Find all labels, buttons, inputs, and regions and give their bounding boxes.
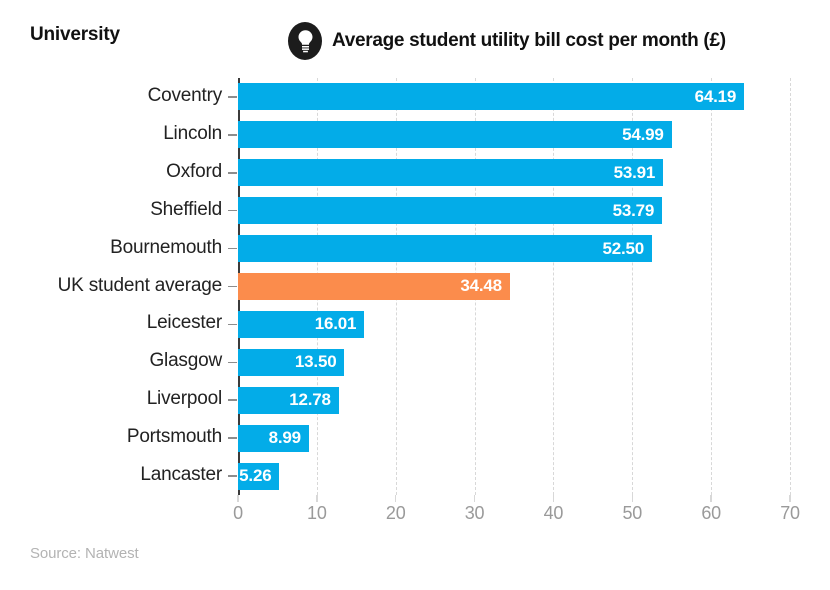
y-tick-mark (228, 437, 237, 439)
bar-coventry[interactable]: 64.19 (238, 83, 745, 111)
y-tick-mark (228, 209, 237, 212)
bar-bournemouth[interactable]: 52.50 (238, 235, 652, 263)
chart-title-group: Average student utility bill cost per mo… (288, 22, 726, 60)
y-axis-label-bournemouth: Bournemouth (110, 236, 222, 258)
x-tick-mark-50 (631, 495, 634, 502)
bar-value-label: 5.26 (239, 466, 272, 486)
y-tick-mark (228, 134, 237, 136)
x-tick-mark-70 (789, 495, 791, 502)
y-tick-mark (228, 399, 237, 401)
y-axis-label-oxford: Oxford (166, 160, 222, 182)
x-tick-label-10: 10 (307, 503, 327, 523)
bar-oxford[interactable]: 53.91 (238, 159, 664, 187)
y-axis-label-portsmouth: Portsmouth (126, 426, 222, 448)
bar-row[interactable]: 53.79 (238, 192, 790, 230)
bar-value-label: 53.79 (612, 200, 655, 220)
y-tick-mark (228, 247, 237, 250)
chart-title: Average student utility bill cost per mo… (332, 30, 726, 51)
bar-row[interactable]: 64.19 (238, 78, 790, 116)
bar-row[interactable]: 54.99 (238, 116, 790, 154)
x-tick-label-30: 30 (464, 503, 485, 523)
bar-row[interactable]: 12.78 (238, 381, 790, 419)
y-axis-label-uk-student-average: UK student average (57, 274, 223, 296)
x-tick-mark-30 (473, 495, 476, 502)
y-axis-label-sheffield: Sheffield (150, 198, 222, 220)
x-tick-label-40: 40 (543, 503, 564, 523)
bar-row[interactable]: 53.91 (238, 154, 790, 192)
x-tick-mark-10 (316, 495, 318, 502)
y-tick-mark (228, 96, 237, 98)
bar-value-label: 8.99 (268, 428, 301, 448)
y-tick-mark (228, 285, 237, 288)
gridline-60 (711, 78, 713, 495)
bars-container: 64.19 54.99 53.91 53.79 52.50 34.48 16.01 13.50… (238, 78, 790, 495)
x-tick-label-20: 20 (385, 503, 406, 523)
bar-portsmouth[interactable]: 8.99 (238, 424, 309, 452)
x-tick-label-50: 50 (622, 503, 643, 523)
y-tick-mark (228, 172, 237, 174)
bar-liverpool[interactable]: 12.78 (238, 386, 339, 414)
bar-lancaster[interactable]: 5.26 (238, 462, 280, 490)
gridline-40 (553, 78, 555, 495)
bar-value-label: 13.50 (294, 352, 337, 372)
y-axis-label-glasgow: Glasgow (149, 350, 222, 372)
bar-value-label: 64.19 (694, 86, 737, 106)
y-axis-label-lincoln: Lincoln (163, 122, 222, 144)
bar-value-label: 53.91 (613, 162, 656, 182)
bar-glasgow[interactable]: 13.50 (238, 348, 345, 376)
bar-sheffield[interactable]: 53.79 (238, 197, 663, 225)
source-note: Source: Natwest (30, 545, 139, 562)
gridline-50 (632, 78, 634, 495)
bar-value-label: 12.78 (289, 390, 331, 410)
x-tick-mark-40 (552, 495, 555, 502)
y-axis-label-coventry: Coventry (147, 84, 223, 106)
x-tick-label-70: 70 (780, 503, 800, 523)
x-tick-mark-60 (710, 495, 712, 502)
bar-value-label: 54.99 (622, 124, 664, 144)
y-tick-mark (228, 361, 237, 364)
bar-row[interactable]: 5.26 (238, 457, 790, 495)
y-axis-label-leicester: Leicester (146, 312, 222, 334)
y-tick-mark (228, 475, 237, 477)
x-tick-label-60: 60 (701, 503, 721, 523)
bar-value-label: 52.50 (602, 238, 644, 258)
y-tick-mark (228, 323, 237, 326)
bar-value-label: 34.48 (460, 276, 502, 296)
bar-uk-student-average[interactable]: 34.48 (238, 272, 510, 300)
bar-row[interactable]: 8.99 (238, 419, 790, 457)
bar-leicester[interactable]: 16.01 (238, 310, 365, 338)
bar-lincoln[interactable]: 54.99 (238, 121, 672, 149)
x-tick-mark-20 (394, 495, 397, 502)
gridline-70 (790, 78, 791, 495)
lightbulb-icon (288, 22, 322, 60)
x-tick-mark-0 (237, 495, 239, 502)
bar-value-label: 16.01 (314, 314, 357, 334)
y-axis-label-lancaster: Lancaster (140, 464, 222, 486)
y-axis-label-liverpool: Liverpool (146, 388, 223, 410)
bar-row[interactable]: 52.50 (238, 230, 790, 268)
bar-row[interactable]: 34.48 (238, 268, 790, 306)
bar-row[interactable]: 16.01 (238, 305, 790, 343)
bar-row[interactable]: 13.50 (238, 343, 790, 381)
x-tick-label-0: 0 (233, 503, 243, 523)
column-header-university: University (30, 24, 120, 45)
chart-header: University Average student utility bill … (0, 22, 830, 62)
